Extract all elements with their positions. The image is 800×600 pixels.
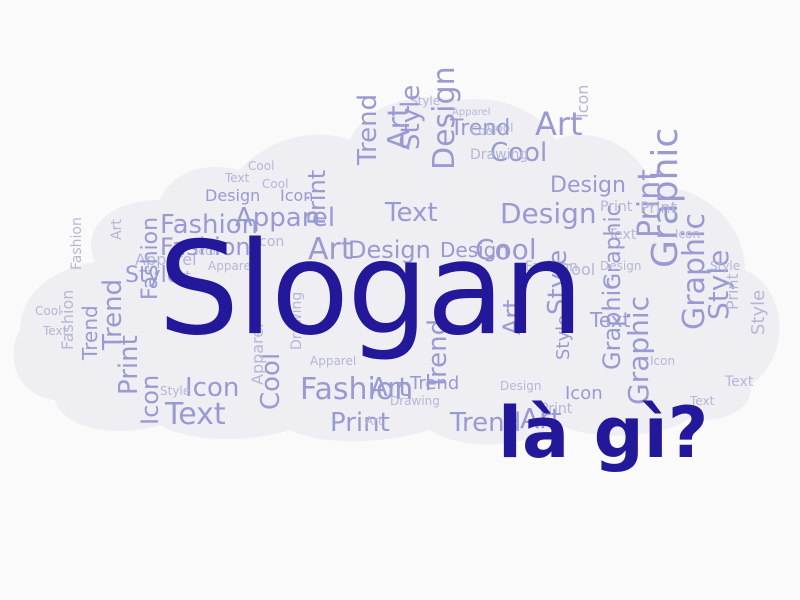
cloud-word: Fashion: [160, 233, 251, 261]
cloud-word: Print: [723, 273, 742, 310]
cloud-word: Print: [640, 198, 677, 217]
cloud-word: Design: [440, 238, 510, 262]
cloud-word: Graphic: [622, 295, 655, 405]
cloud-word: Design: [500, 197, 597, 230]
cloud-word: Apparel: [135, 250, 197, 269]
cloud-word: Fashion: [525, 259, 578, 275]
cloud-word: Text: [608, 227, 637, 243]
cloud-word: Icon: [573, 84, 592, 118]
cloud-word: Text: [590, 308, 631, 332]
cloud-word: Trend: [410, 373, 460, 394]
cloud-word: Text: [725, 374, 754, 390]
cloud-word: Cool: [560, 260, 596, 279]
cloud-word: Text: [690, 394, 715, 408]
cloud-word: Graphic: [598, 276, 626, 370]
cloud-word: Icon: [565, 383, 603, 404]
cloud-word: Drawing: [390, 394, 440, 408]
cloud-word: Style: [748, 289, 769, 335]
cloud-word: Fashion: [58, 289, 77, 350]
cloud-word: Art: [170, 269, 191, 285]
cloud-word: Trend: [353, 93, 383, 165]
cloud-word: Text: [385, 198, 438, 228]
cloud-word: Trend: [450, 116, 511, 141]
cloud-word: Design: [550, 173, 626, 198]
cloud-word: Cool: [262, 177, 289, 191]
cloud-word: Graphic: [601, 204, 626, 290]
cloud-word: Icon: [195, 244, 221, 258]
cloud-word: Icon: [185, 373, 240, 403]
cloud-word: Fashion: [69, 217, 85, 270]
cloud-word: Fashion: [300, 372, 414, 407]
cloud-word: Apparel: [310, 354, 357, 368]
cloud-word: Icon: [675, 227, 701, 241]
cloud-word: Style: [125, 263, 181, 288]
cloud-word: Text: [165, 397, 226, 432]
headline-title: Slogan: [158, 215, 584, 364]
cloud-word: Cool: [248, 159, 275, 173]
cloud-word: Style: [160, 384, 191, 398]
cloud-word: Design: [427, 66, 462, 170]
cloud-word: Icon: [650, 354, 676, 368]
cloud-word: Cool: [475, 233, 537, 266]
cloud-word: Art: [535, 105, 583, 143]
cloud-word: Icon: [136, 374, 164, 425]
cloud-word: Text: [225, 171, 250, 185]
cloud-word: Icon: [255, 234, 285, 250]
headline-subtitle: là gì?: [498, 392, 709, 474]
cloud-word: Design: [600, 259, 642, 273]
cloud-word: Design: [500, 379, 542, 393]
cloud-word: Cool: [487, 121, 514, 135]
cloud-word: Apparel: [208, 259, 255, 273]
cloud-word: Art: [520, 402, 562, 435]
cloud-word: Apparel: [235, 203, 336, 233]
cloud-word: Print: [600, 199, 633, 215]
cloud-word: Art: [308, 232, 353, 267]
cloud-word: Design: [205, 186, 261, 205]
cloud-word: Drawing: [470, 147, 529, 163]
cloud-word: Art: [109, 219, 125, 240]
cloud-word: Trend: [78, 305, 102, 360]
cloud-word: Style: [396, 84, 426, 150]
cloud-word: Art: [365, 414, 383, 428]
cloud-word: Design: [348, 236, 431, 264]
cloud-word: Print: [330, 408, 390, 438]
cloud-word: Text: [43, 324, 68, 338]
cloud-word: Art: [370, 373, 409, 403]
cloud-word: Style: [410, 94, 441, 108]
cloud-word: Fashion: [160, 210, 259, 240]
cloud-word: Trend: [450, 408, 522, 438]
cloud-word: Cool: [470, 124, 497, 138]
cloud-word: Icon: [280, 186, 314, 205]
cloud-word: Cool: [35, 304, 62, 318]
cloud-word: Print: [540, 401, 573, 417]
cloud-word: Cool: [490, 138, 548, 168]
cloud-word: Style: [710, 259, 741, 273]
cloud-word: Apparel: [452, 107, 491, 118]
